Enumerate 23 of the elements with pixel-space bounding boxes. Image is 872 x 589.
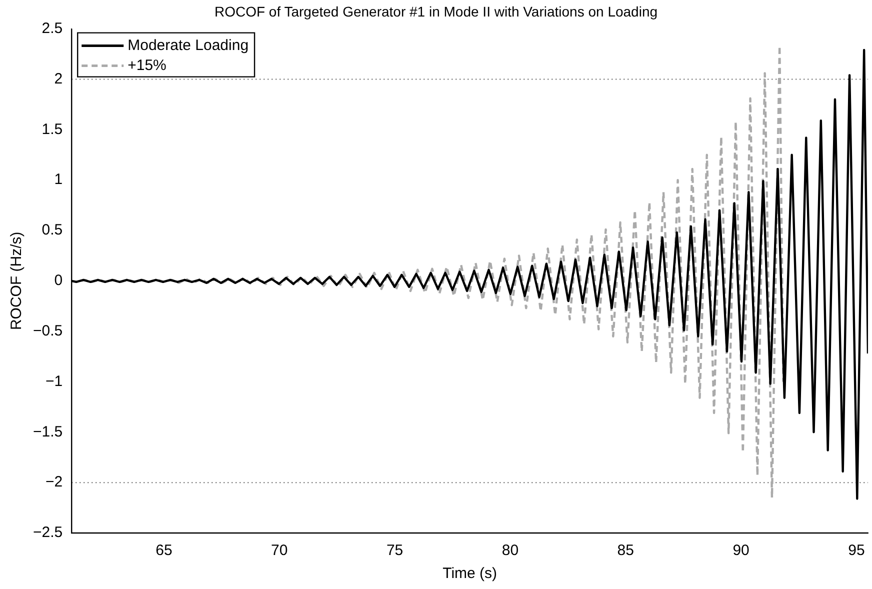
- x-tick-label: 85: [617, 542, 634, 560]
- y-tick-label: 0: [54, 272, 63, 290]
- x-tick-label: 75: [386, 542, 404, 560]
- x-tick-label: 65: [156, 542, 172, 560]
- y-tick-label: −1: [46, 372, 63, 390]
- x-tick-label: 80: [502, 542, 519, 560]
- legend-label: Moderate Loading: [128, 36, 249, 54]
- y-tick-label: −0.5: [32, 322, 63, 340]
- x-axis-title: Time (s): [442, 565, 498, 582]
- y-tick-label: 1.5: [42, 120, 63, 138]
- y-tick-label: 2: [54, 70, 63, 88]
- x-tick-label: 95: [848, 542, 865, 560]
- y-tick-label: 2.5: [42, 20, 63, 37]
- y-tick-label: −2.5: [32, 524, 63, 542]
- y-axis-title: ROCOF (Hz/s): [8, 232, 26, 330]
- x-tick-label: 90: [732, 542, 750, 560]
- x-tick-label: 70: [271, 542, 288, 560]
- y-tick-label: −2: [46, 474, 63, 491]
- chart-title: ROCOF of Targeted Generator #1 in Mode II with Variations on Loading: [214, 3, 658, 20]
- y-tick-label: 0.5: [42, 222, 63, 239]
- legend-label: +15%: [128, 56, 166, 74]
- y-tick-label: −1.5: [32, 423, 63, 440]
- y-tick-label: 1: [54, 171, 63, 188]
